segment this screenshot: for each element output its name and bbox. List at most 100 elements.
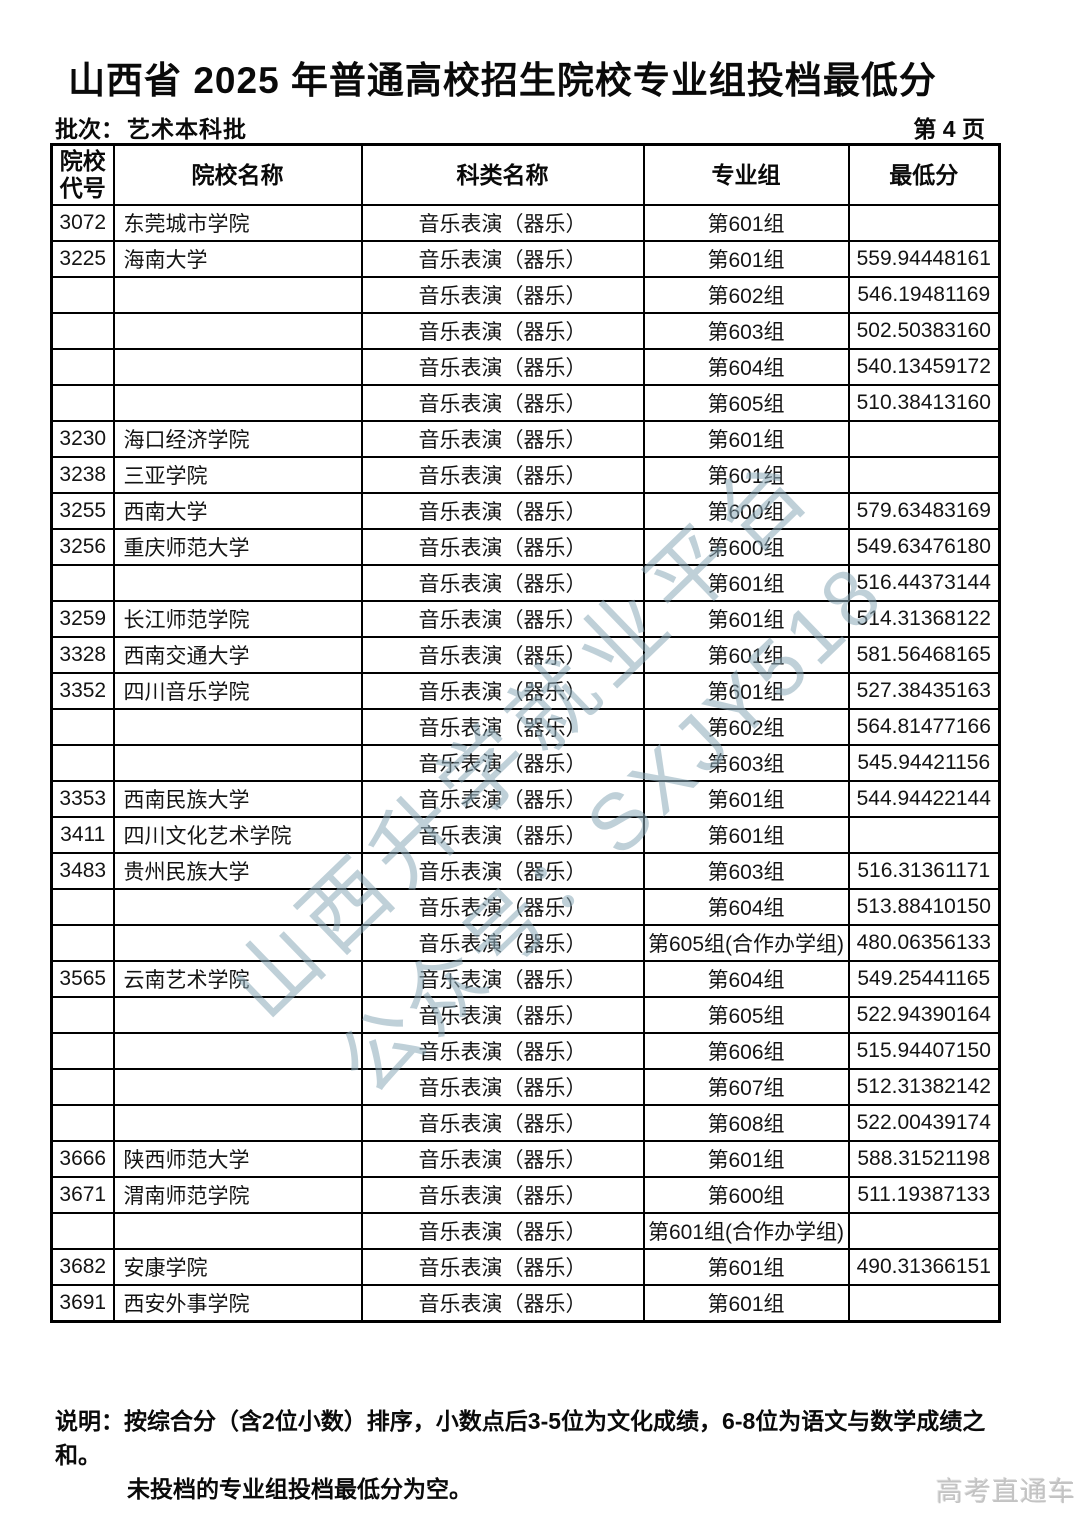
cell-name: 贵州民族大学 <box>112 852 363 890</box>
table-row: 3256 重庆师范大学 音乐表演（器乐） 第600组 549.63476180 <box>50 528 1001 566</box>
table-row: 音乐表演（器乐） 第602组 546.19481169 <box>50 276 1001 314</box>
column-header-group: 专业组 <box>642 143 850 206</box>
cell-score: 559.94448161 <box>847 240 1001 278</box>
cell-category: 音乐表演（器乐） <box>360 744 645 782</box>
cell-score: 579.63483169 <box>847 492 1001 530</box>
cell-code <box>50 996 115 1034</box>
cell-name <box>112 744 363 782</box>
cell-name <box>112 1212 363 1250</box>
cell-code: 3411 <box>50 816 115 854</box>
cell-score: 511.19387133 <box>847 1176 1001 1214</box>
cell-group: 第602组 <box>642 708 850 746</box>
cell-score: 564.81477166 <box>847 708 1001 746</box>
cell-name <box>112 888 363 926</box>
cell-category: 音乐表演（器乐） <box>360 492 645 530</box>
cell-score: 522.00439174 <box>847 1104 1001 1142</box>
cell-name <box>112 564 363 602</box>
cell-score: 480.06356133 <box>847 924 1001 962</box>
cell-group: 第603组 <box>642 852 850 890</box>
table-row: 音乐表演（器乐） 第605组(合作办学组) 480.06356133 <box>50 924 1001 962</box>
cell-score: 549.63476180 <box>847 528 1001 566</box>
cell-code: 3565 <box>50 960 115 998</box>
cell-score: 588.31521198 <box>847 1140 1001 1178</box>
cell-code <box>50 1032 115 1070</box>
cell-name: 三亚学院 <box>112 456 363 494</box>
cell-score <box>847 1212 1001 1250</box>
cell-code: 3483 <box>50 852 115 890</box>
cell-score: 545.94421156 <box>847 744 1001 782</box>
cell-name <box>112 1068 363 1106</box>
table-row: 3225 海南大学 音乐表演（器乐） 第601组 559.94448161 <box>50 240 1001 278</box>
cell-name <box>112 1104 363 1142</box>
cell-category: 音乐表演（器乐） <box>360 1104 645 1142</box>
cell-group: 第600组 <box>642 1176 850 1214</box>
cell-category: 音乐表演（器乐） <box>360 1068 645 1106</box>
cell-score: 540.13459172 <box>847 348 1001 386</box>
cell-name: 四川文化艺术学院 <box>112 816 363 854</box>
table-row: 3671 渭南师范学院 音乐表演（器乐） 第600组 511.19387133 <box>50 1176 1001 1214</box>
cell-category: 音乐表演（器乐） <box>360 1284 645 1322</box>
table-row: 3353 西南民族大学 音乐表演（器乐） 第601组 544.94422144 <box>50 780 1001 818</box>
cell-code: 3682 <box>50 1248 115 1286</box>
cell-code: 3353 <box>50 780 115 818</box>
brand-watermark: 高考直通车 <box>936 1477 1076 1507</box>
table-row: 3666 陕西师范大学 音乐表演（器乐） 第601组 588.31521198 <box>50 1140 1001 1178</box>
cell-category: 音乐表演（器乐） <box>360 672 645 710</box>
cell-group: 第601组(合作办学组) <box>642 1212 850 1250</box>
cell-name <box>112 276 363 314</box>
footnote-label: 说明： <box>55 1408 124 1434</box>
cell-name: 海口经济学院 <box>112 420 363 458</box>
table-row: 3255 西南大学 音乐表演（器乐） 第600组 579.63483169 <box>50 492 1001 530</box>
cell-name: 西南大学 <box>112 492 363 530</box>
footnote: 说明：按综合分（含2位小数）排序，小数点后3-5位为文化成绩，6-8位为语文与数… <box>55 1404 1005 1506</box>
table-header-row: 院校代号 院校名称 科类名称 专业组 最低分 <box>50 143 1001 206</box>
table-row: 3565 云南艺术学院 音乐表演（器乐） 第604组 549.25441165 <box>50 960 1001 998</box>
cell-name <box>112 1032 363 1070</box>
cell-name: 西南交通大学 <box>112 636 363 674</box>
cell-name <box>112 348 363 386</box>
table-row: 3072 东莞城市学院 音乐表演（器乐） 第601组 <box>50 204 1001 242</box>
cell-category: 音乐表演（器乐） <box>360 456 645 494</box>
cell-code: 3328 <box>50 636 115 674</box>
column-header-score: 最低分 <box>847 143 1001 206</box>
cell-score: 527.38435163 <box>847 672 1001 710</box>
page-title: 山西省 2025 年普通高校招生院校专业组投档最低分 <box>68 60 937 101</box>
cell-category: 音乐表演（器乐） <box>360 888 645 926</box>
cell-category: 音乐表演（器乐） <box>360 312 645 350</box>
table-row: 3328 西南交通大学 音乐表演（器乐） 第601组 581.56468165 <box>50 636 1001 674</box>
cell-category: 音乐表演（器乐） <box>360 816 645 854</box>
cell-group: 第600组 <box>642 528 850 566</box>
cell-score: 510.38413160 <box>847 384 1001 422</box>
cell-category: 音乐表演（器乐） <box>360 1032 645 1070</box>
table-row: 3259 长江师范学院 音乐表演（器乐） 第601组 514.31368122 <box>50 600 1001 638</box>
table-row: 音乐表演（器乐） 第604组 540.13459172 <box>50 348 1001 386</box>
cell-code: 3666 <box>50 1140 115 1178</box>
cell-group: 第602组 <box>642 276 850 314</box>
cell-score: 490.31366151 <box>847 1248 1001 1286</box>
footnote-line2: 未投档的专业组投档最低分为空。 <box>127 1476 472 1502</box>
cell-group: 第604组 <box>642 348 850 386</box>
cell-code <box>50 384 115 422</box>
cell-group: 第601组 <box>642 1140 850 1178</box>
cell-score: 515.94407150 <box>847 1032 1001 1070</box>
cell-group: 第601组 <box>642 672 850 710</box>
cell-code <box>50 1212 115 1250</box>
cell-category: 音乐表演（器乐） <box>360 384 645 422</box>
cell-group: 第605组(合作办学组) <box>642 924 850 962</box>
cell-name: 长江师范学院 <box>112 600 363 638</box>
cell-code: 3230 <box>50 420 115 458</box>
table-row: 音乐表演（器乐） 第601组 516.44373144 <box>50 564 1001 602</box>
cell-score: 544.94422144 <box>847 780 1001 818</box>
cell-group: 第605组 <box>642 384 850 422</box>
cell-code <box>50 276 115 314</box>
cell-name: 西安外事学院 <box>112 1284 363 1322</box>
table-row: 3483 贵州民族大学 音乐表演（器乐） 第603组 516.31361171 <box>50 852 1001 890</box>
cell-code: 3072 <box>50 204 115 242</box>
footnote-line1: 按综合分（含2位小数）排序，小数点后3-5位为文化成绩，6-8位为语文与数学成绩… <box>55 1408 986 1468</box>
meta-row: 批次： 艺术本科批 第 4 页 <box>55 110 985 142</box>
cell-name: 东莞城市学院 <box>112 204 363 242</box>
table-row: 音乐表演（器乐） 第607组 512.31382142 <box>50 1068 1001 1106</box>
cell-category: 音乐表演（器乐） <box>360 600 645 638</box>
batch-label: 批次： <box>55 116 124 142</box>
cell-name: 海南大学 <box>112 240 363 278</box>
